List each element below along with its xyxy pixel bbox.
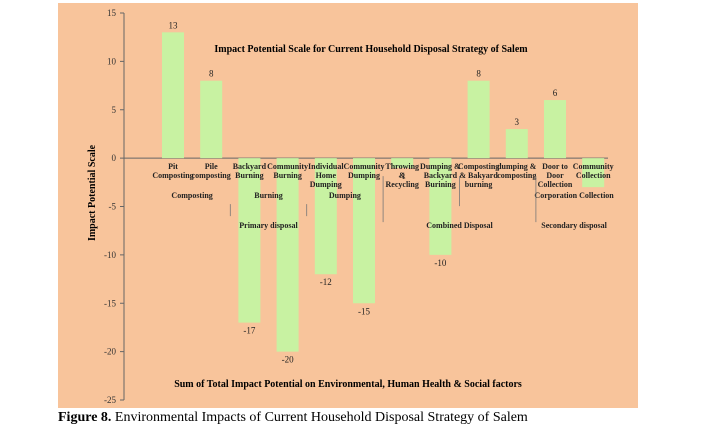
y-axis-label: Impact Potential Scale	[87, 144, 98, 241]
data-label: -20	[282, 355, 294, 365]
bar	[276, 158, 299, 352]
data-label: -12	[320, 277, 332, 287]
subgroup-label: Composting	[171, 191, 212, 200]
bar	[162, 32, 184, 159]
data-label: 13	[169, 20, 179, 30]
bar	[467, 80, 490, 159]
category-label: Community Collection	[573, 162, 614, 180]
bars: 13 8 -17 -20 -12 -15 -1 -10 8 3 6	[162, 20, 605, 365]
data-label: -1	[398, 171, 406, 181]
bar	[314, 158, 337, 275]
category-label: Throwing & Recycling	[385, 162, 419, 189]
bar	[429, 158, 452, 255]
y-tick-label: -15	[104, 298, 116, 308]
bar	[353, 158, 375, 304]
group-label: Primary disposal	[239, 221, 298, 230]
category-label: Door to Door Collection	[538, 162, 573, 189]
subgroup-label: Burning	[254, 191, 282, 200]
data-label: 6	[553, 88, 558, 98]
data-label: -17	[243, 326, 255, 336]
bar-chart: Impact Potential Scale for Current House…	[87, 8, 614, 405]
subgroup-label: Dumping	[329, 191, 361, 200]
group-label: Corporation Collection	[534, 191, 614, 200]
figure-number: Figure 8.	[58, 410, 112, 425]
x-axis-label: Sum of Total Impact Potential on Environ…	[174, 379, 522, 390]
category-label: Community Burning	[267, 162, 308, 180]
group-label: Secondary disposal	[541, 221, 607, 230]
y-tick-label: -20	[104, 347, 116, 357]
category-label: dumping & composting	[497, 162, 537, 180]
y-tick-label: -25	[104, 395, 116, 405]
category-label: Individual Home Dumping	[308, 162, 344, 189]
group-label: Combined Disposal	[426, 221, 493, 230]
data-label: 8	[209, 69, 214, 79]
bar	[505, 129, 528, 159]
y-tick-label: 5	[112, 105, 117, 115]
bar	[582, 158, 605, 188]
data-label: -15	[358, 306, 370, 316]
y-tick-label: -10	[104, 250, 116, 260]
bar	[544, 100, 566, 159]
figure-caption-text: Environmental Impacts of Current Househo…	[111, 410, 528, 425]
chart-title: Impact Potential Scale for Current House…	[214, 44, 528, 55]
figure-caption: Figure 8. Environmental Impacts of Curre…	[58, 410, 528, 426]
data-label: -10	[434, 258, 446, 268]
y-tick-label: 10	[107, 56, 117, 66]
category-label: Dumping & Backyard Burining	[420, 162, 461, 189]
category-label: Community Dumping	[344, 162, 385, 180]
data-label: 3	[515, 117, 520, 127]
category-label: Backyard Burning	[233, 162, 267, 180]
y-tick-label: -5	[109, 202, 117, 212]
y-tick-label: 0	[112, 153, 117, 163]
bar	[200, 80, 223, 159]
bar	[391, 158, 414, 168]
category-label: Pile composting	[192, 162, 231, 180]
data-label: 8	[476, 69, 481, 79]
y-tick-label: 15	[107, 8, 117, 18]
category-label: Pit Composting	[152, 162, 193, 180]
category-label: Composting & Bakyard burning	[458, 162, 499, 189]
chart-area: Impact Potential Scale for Current House…	[58, 3, 638, 408]
bar	[238, 158, 261, 323]
